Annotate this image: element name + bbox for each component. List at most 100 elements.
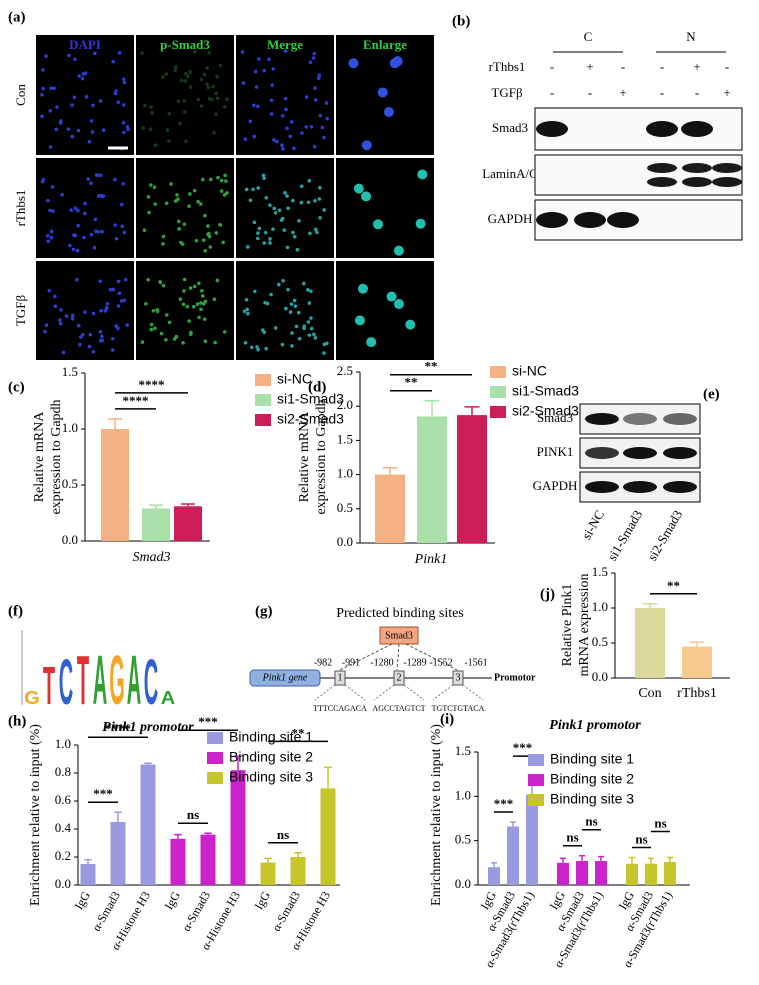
bar	[626, 863, 638, 885]
nucleus	[309, 316, 313, 320]
nucleus	[82, 235, 86, 240]
treatment-sign: -	[695, 85, 699, 100]
nucleus	[315, 230, 319, 235]
significance-label: **	[667, 578, 680, 593]
bar	[664, 861, 676, 885]
band	[712, 163, 742, 173]
nucleus	[144, 302, 148, 306]
nucleus	[280, 342, 285, 347]
band	[682, 163, 712, 173]
micrograph	[136, 158, 234, 258]
nucleus	[40, 92, 44, 97]
bar	[320, 788, 336, 885]
nucleus	[122, 103, 126, 107]
nucleus	[84, 95, 89, 99]
nucleus	[167, 111, 172, 116]
nucleus	[61, 350, 66, 355]
y-tick-label: 0.5	[592, 634, 608, 649]
x-tick-label: Smad3	[132, 550, 170, 565]
nucleus	[318, 216, 322, 220]
nucleus	[150, 110, 154, 115]
nucleus	[280, 114, 285, 118]
nucleus	[277, 208, 282, 212]
nucleus	[316, 76, 321, 80]
column-header: Merge	[267, 37, 303, 52]
nucleus	[200, 294, 205, 298]
nucleus	[268, 237, 272, 241]
significance-label: ****	[105, 721, 131, 736]
blot-label: Smad3	[492, 120, 528, 135]
nucleus	[200, 177, 205, 182]
error-bar	[491, 862, 497, 868]
bar	[417, 416, 447, 543]
y-axis-label: Relative mRNA	[297, 411, 312, 502]
bar	[80, 864, 96, 885]
y-tick-label: 0.0	[55, 876, 71, 891]
nucleus	[122, 230, 127, 235]
legend-swatch	[207, 772, 223, 784]
nucleus	[193, 50, 197, 54]
nucleus	[49, 86, 53, 90]
nucleus	[164, 313, 169, 317]
error-bar	[324, 766, 332, 789]
y-tick-label: 2.5	[337, 363, 353, 378]
band	[647, 163, 677, 173]
nucleus	[197, 315, 201, 320]
nucleus	[373, 219, 384, 230]
legend-swatch	[490, 406, 506, 418]
nucleus	[91, 349, 96, 354]
site-box	[452, 670, 464, 686]
bar	[645, 863, 657, 885]
nucleus	[94, 229, 98, 233]
nucleus	[72, 95, 77, 100]
nucleus	[165, 128, 170, 132]
error-bar	[108, 418, 122, 429]
band	[663, 447, 697, 459]
nucleus	[192, 188, 197, 193]
nucleus	[155, 309, 160, 314]
nucleus	[110, 348, 115, 352]
legend-label: si-NC	[512, 363, 547, 379]
y-tick-label: 1.5	[455, 743, 471, 758]
nucleus	[104, 305, 109, 310]
nucleus	[180, 242, 185, 246]
nucleus	[88, 332, 93, 337]
nucleus	[318, 185, 322, 190]
bar	[557, 862, 569, 885]
nucleus	[199, 77, 204, 82]
nucleus	[47, 288, 52, 293]
nucleus	[271, 227, 275, 231]
legend-swatch	[490, 386, 506, 398]
nucleus	[80, 76, 85, 81]
legend-label: Binding site 2	[229, 749, 313, 765]
y-tick-label: 0.0	[337, 534, 353, 549]
band	[663, 413, 697, 425]
nucleus	[182, 110, 187, 114]
nucleus	[196, 199, 200, 204]
motif-letter: G	[109, 641, 125, 718]
bar	[170, 838, 186, 885]
legend-swatch	[490, 366, 506, 378]
band	[585, 447, 619, 459]
nucleus	[146, 277, 150, 282]
legend-swatch	[207, 732, 223, 744]
nucleus	[123, 277, 128, 282]
nucleus	[94, 173, 99, 177]
nucleus	[312, 332, 316, 337]
nucleus	[317, 197, 322, 201]
band	[623, 481, 657, 493]
error-bar	[149, 504, 163, 509]
nucleus	[161, 75, 165, 79]
nucleus	[174, 65, 178, 69]
nucleus	[58, 321, 63, 326]
nucleus	[299, 184, 304, 189]
nucleus	[89, 232, 94, 237]
site-sequence: TGTCTGTACA	[432, 704, 485, 713]
legend-swatch	[255, 414, 271, 426]
nucleus	[90, 130, 95, 134]
significance-label: ****	[123, 393, 149, 408]
treatment-sign: -	[550, 59, 554, 74]
nucleus	[153, 202, 157, 206]
nucleus	[405, 319, 416, 330]
treatment-sign: -	[588, 85, 592, 100]
